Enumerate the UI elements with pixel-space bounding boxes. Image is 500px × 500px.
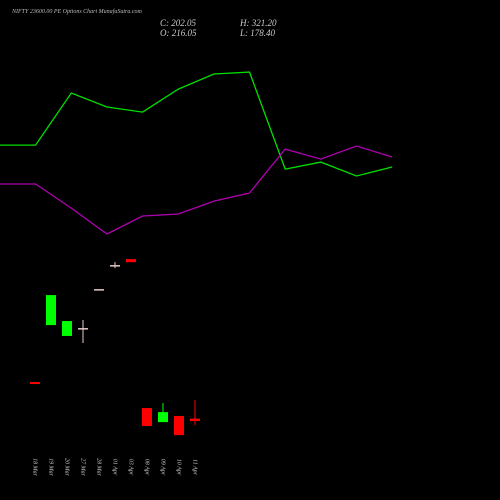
- open-label: O: 216.05: [160, 28, 197, 38]
- candle-body: [158, 412, 168, 423]
- x-tick-label: 01 Apr: [112, 459, 118, 476]
- x-tick-label: 10 Apr: [176, 459, 182, 476]
- x-tick-label: 28 Mar: [96, 458, 102, 476]
- candle-body: [190, 418, 200, 422]
- indicator-line: [0, 145, 393, 235]
- low-label: L: 178.40: [239, 28, 276, 38]
- x-tick-label: 08 Apr: [144, 459, 150, 476]
- x-tick-label: 27 Mar: [80, 458, 86, 476]
- candle-body: [46, 295, 56, 326]
- candle-body: [30, 382, 40, 385]
- high-label: H: 321.20: [239, 18, 277, 28]
- x-tick-label: 18 Mar: [32, 458, 38, 476]
- candle-body: [78, 328, 88, 330]
- candle-body: [94, 289, 104, 291]
- candle-body: [110, 265, 120, 267]
- x-tick-label: 20 Mar: [64, 458, 70, 476]
- close-label: C: 202.05: [160, 18, 197, 28]
- indicator-line: [0, 71, 393, 177]
- candle-body: [62, 321, 72, 336]
- candle-body: [142, 408, 152, 426]
- x-tick-label: 19 Mar: [48, 458, 54, 476]
- x-tick-label: 09 Apr: [160, 459, 166, 476]
- candle-body: [174, 415, 184, 436]
- chart-title: NIFTY 23600.00 PE Options Chart MunafaSu…: [11, 8, 143, 15]
- candle-body: [126, 259, 136, 263]
- x-tick-label: 11 Apr: [192, 459, 198, 476]
- x-tick-label: 03 Apr: [128, 459, 134, 476]
